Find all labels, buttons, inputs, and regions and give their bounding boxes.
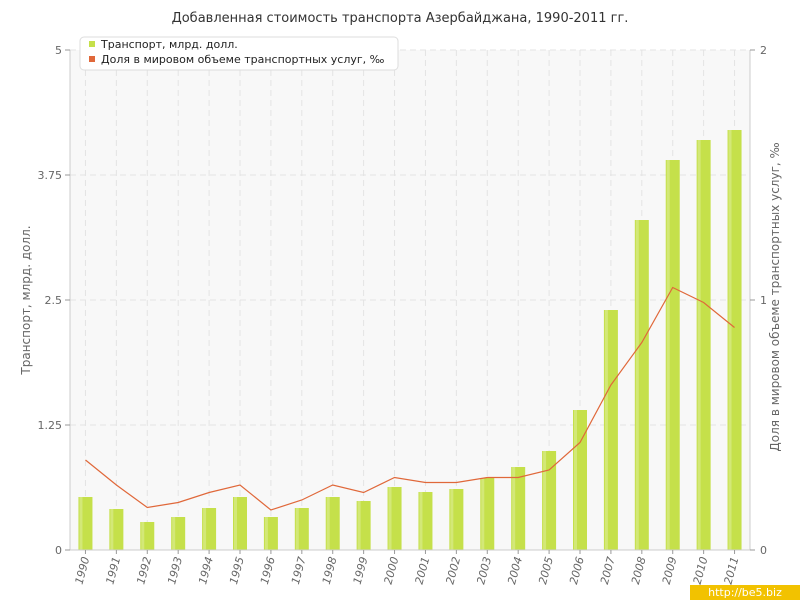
bar-2001[interactable]: [418, 492, 433, 550]
bar-1995[interactable]: [233, 497, 247, 550]
bar-1999[interactable]: [356, 501, 371, 550]
bars: [78, 130, 742, 550]
line-share[interactable]: [85, 286, 735, 511]
bar-highlight: [481, 478, 485, 550]
y2-tick-label: 0: [760, 544, 767, 557]
bar-1993[interactable]: [171, 517, 186, 550]
bar-2005[interactable]: [542, 451, 557, 550]
bar-highlight: [697, 140, 701, 550]
legend: Транспорт, млрд. долл. Доля в мировом об…: [79, 36, 399, 71]
legend-bar-swatch: [89, 41, 95, 47]
legend-box: [79, 36, 399, 71]
bar-highlight: [110, 509, 114, 550]
bar-highlight: [172, 517, 176, 550]
bar-1996[interactable]: [263, 517, 278, 550]
right-axis-ticks: 0 1 2: [750, 44, 767, 557]
bar-1991[interactable]: [109, 509, 124, 550]
bar-highlight: [295, 508, 299, 550]
y2-tick-label: 1: [760, 294, 767, 307]
legend-line-label: Доля в мировом объеме транспортных услуг…: [101, 53, 385, 66]
left-axis-ticks: 0 1.25 2.5 3.75 5: [38, 44, 70, 557]
bar-highlight: [264, 517, 268, 550]
bar-highlight: [574, 410, 577, 550]
bar-2002[interactable]: [449, 489, 464, 550]
bar-2011[interactable]: [727, 130, 742, 550]
bar-highlight: [141, 522, 145, 550]
y2-axis-label: Доля в мировом объеме транспортных услуг…: [768, 142, 782, 451]
legend-line-swatch: [89, 56, 95, 62]
bar-1992[interactable]: [140, 522, 155, 550]
bar-highlight: [512, 467, 516, 550]
y-axis-label: Транспорт, млрд. долл.: [19, 225, 33, 375]
bar-highlight: [419, 492, 423, 550]
y2-tick-label: 2: [760, 44, 767, 57]
bar-highlight: [326, 497, 330, 550]
bar-highlight: [450, 489, 454, 550]
bar-highlight: [635, 220, 639, 550]
bar-highlight: [604, 310, 608, 550]
bar-1997[interactable]: [294, 508, 309, 550]
bar-1998[interactable]: [325, 497, 340, 550]
bar-1994[interactable]: [202, 508, 217, 550]
line-series: [85, 286, 735, 511]
y-tick-label: 1.25: [38, 419, 63, 432]
bar-highlight: [203, 508, 207, 550]
bar-highlight: [728, 130, 732, 550]
bar-2003[interactable]: [480, 478, 495, 550]
chart-title: Добавленная стоимость транспорта Азербай…: [172, 11, 629, 26]
bar-2008[interactable]: [634, 220, 649, 550]
y-tick-label: 3.75: [38, 169, 63, 182]
watermark-background: [690, 585, 800, 600]
legend-bar-label: Транспорт, млрд. долл.: [100, 38, 238, 51]
bar-highlight: [543, 451, 547, 550]
bar-highlight: [234, 497, 237, 550]
bar-1990[interactable]: [78, 497, 93, 550]
bar-2009[interactable]: [665, 160, 680, 550]
y-tick-label: 2.5: [45, 294, 63, 307]
y-tick-label: 5: [55, 44, 62, 57]
bar-2010[interactable]: [696, 140, 711, 550]
bar-2004[interactable]: [511, 467, 526, 550]
watermark[interactable]: http://be5.biz: [708, 586, 782, 599]
bar-highlight: [388, 487, 392, 550]
bar-highlight: [79, 497, 83, 550]
bar-2000[interactable]: [387, 487, 402, 550]
bar-highlight: [666, 160, 670, 550]
bar-highlight: [357, 501, 361, 550]
bar-2007[interactable]: [603, 310, 618, 550]
y-tick-label: 0: [55, 544, 62, 557]
